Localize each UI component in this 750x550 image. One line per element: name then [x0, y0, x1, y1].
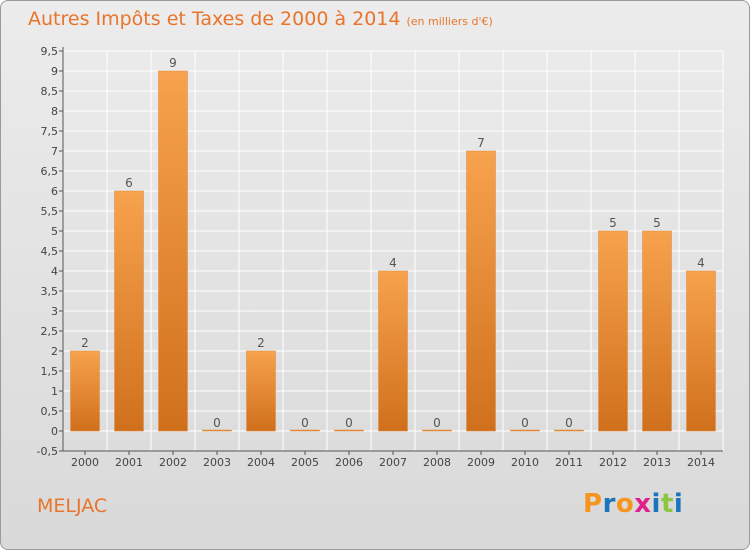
data-label: 9 [169, 56, 177, 70]
data-label: 0 [213, 416, 221, 430]
logo-letter: o [615, 489, 635, 519]
y-tick-label: 1 [51, 385, 58, 398]
logo-letter: i [651, 489, 661, 519]
x-tick-label: 2000 [71, 456, 99, 469]
y-tick-label: 0,5 [41, 405, 59, 418]
y-tick-label: 6,5 [41, 165, 59, 178]
data-label: 5 [653, 216, 661, 230]
data-label: 5 [609, 216, 617, 230]
x-tick-label: 2004 [247, 456, 275, 469]
data-label: 4 [389, 256, 397, 270]
x-tick-label: 2005 [291, 456, 319, 469]
bar-2004 [246, 350, 276, 432]
y-tick-label: 9,5 [41, 45, 59, 58]
y-tick-label: 6 [51, 185, 58, 198]
logo-letter: t [660, 489, 674, 519]
bar-2012 [598, 230, 628, 432]
y-tick-label: 4,5 [41, 245, 59, 258]
x-tick-label: 2012 [599, 456, 627, 469]
y-tick-label: 5 [51, 225, 58, 238]
data-label: 2 [81, 336, 89, 350]
bar-2007 [378, 270, 408, 432]
y-tick-label: 7 [51, 145, 58, 158]
data-label: 6 [125, 176, 133, 190]
y-tick-label: 5,5 [41, 205, 59, 218]
x-tick-label: 2011 [555, 456, 583, 469]
title-text: Autres Impôts et Taxes de 2000 à 2014 [28, 8, 401, 30]
proxiti-logo[interactable]: Proxiti [583, 489, 683, 519]
bar-2010 [510, 429, 540, 432]
bar-2008 [422, 429, 452, 432]
y-tick-label: -0,5 [37, 445, 58, 458]
y-tick-label: 3 [51, 305, 58, 318]
x-tick-label: 2007 [379, 456, 407, 469]
data-label: 0 [565, 416, 573, 430]
x-tick-label: 2001 [115, 456, 143, 469]
y-tick-label: 3,5 [41, 285, 59, 298]
bar-2000 [70, 350, 100, 432]
bar-2002 [158, 70, 188, 432]
data-labels: 2 6 9 0 2 0 0 4 0 7 0 0 5 5 4 [81, 56, 705, 430]
x-tick-label: 2013 [643, 456, 671, 469]
bar-2011 [554, 429, 584, 432]
x-tick-label: 2009 [467, 456, 495, 469]
y-tick-label: 2,5 [41, 325, 59, 338]
data-label: 0 [433, 416, 441, 430]
data-label: 4 [697, 256, 705, 270]
axes: -0,5 0 0,5 1 1,5 2 2,5 3 3,5 4 4,5 5 5,5 6 6,5 7 7,5 8 8,5… [37, 45, 723, 469]
data-label: 7 [477, 136, 485, 150]
bar-2001 [114, 190, 144, 432]
x-tick-label: 2002 [159, 456, 187, 469]
commune-name: MELJAC [37, 495, 108, 517]
bar-2014 [686, 270, 716, 432]
data-label: 2 [257, 336, 265, 350]
logo-letter: r [602, 489, 616, 519]
logo-letter: i [673, 489, 684, 519]
y-tick-label: 8,5 [41, 85, 59, 98]
data-label: 0 [521, 416, 529, 430]
bar-2005 [290, 429, 320, 432]
y-tick-label: 4 [51, 265, 58, 278]
bar-2009 [466, 150, 496, 432]
bars [70, 70, 716, 432]
x-tick-label: 2003 [203, 456, 231, 469]
x-tick-label: 2006 [335, 456, 363, 469]
x-tick-label: 2008 [423, 456, 451, 469]
y-tick-label: 2 [51, 345, 58, 358]
logo-letter: P [583, 489, 603, 519]
y-tick-label: 9 [51, 65, 58, 78]
bar-2006 [334, 429, 364, 432]
bar-2013 [642, 230, 672, 432]
data-label: 0 [345, 416, 353, 430]
y-tick-label: 1,5 [41, 365, 59, 378]
y-tick-label: 7,5 [41, 125, 59, 138]
y-tick-label: 8 [51, 105, 58, 118]
title-unit: (en milliers d'€) [406, 15, 493, 28]
x-tick-label: 2010 [511, 456, 539, 469]
chart-title: Autres Impôts et Taxes de 2000 à 2014 (en… [28, 8, 493, 30]
bar-2003 [202, 429, 232, 432]
y-tick-label: 0 [51, 425, 58, 438]
data-label: 0 [301, 416, 309, 430]
x-tick-label: 2014 [687, 456, 715, 469]
logo-letter: x [634, 489, 652, 519]
